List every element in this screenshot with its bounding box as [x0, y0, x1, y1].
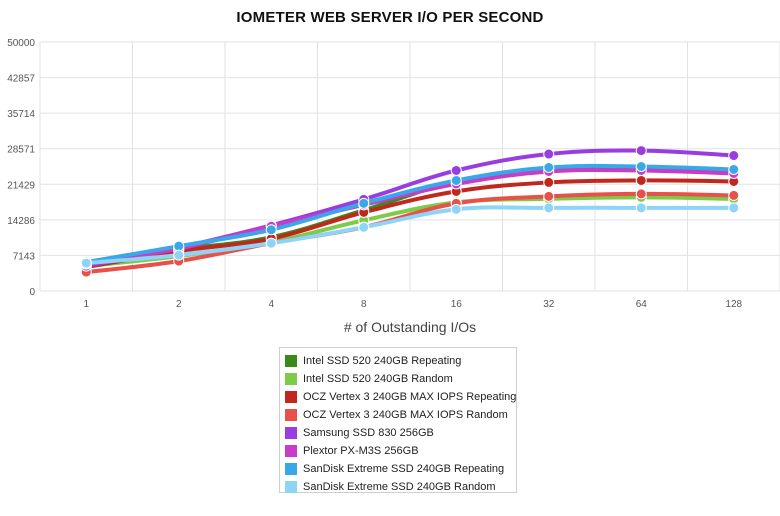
series-4-line	[84, 191, 736, 275]
series-8-point	[635, 202, 647, 214]
series-8-point	[173, 249, 185, 261]
legend-swatch	[285, 355, 297, 367]
series-8-point	[450, 203, 462, 215]
series-7-point	[543, 161, 555, 173]
y-tick-label: 21429	[7, 180, 35, 191]
chart-legend: Intel SSD 520 240GB Repeating Intel SSD 5…	[279, 347, 517, 493]
series-7-point	[450, 174, 462, 186]
legend-label: SanDisk Extreme SSD 240GB Repeating	[303, 463, 505, 475]
legend-label: Intel SSD 520 240GB Random	[303, 373, 453, 385]
series-6-line	[84, 167, 736, 267]
series-8-line	[84, 205, 736, 266]
legend-item: SanDisk Extreme SSD 240GB Repeating	[285, 460, 516, 478]
series-lines	[84, 148, 736, 275]
y-tick-label: 14286	[7, 216, 35, 227]
series-points	[80, 145, 740, 278]
x-tick-label: 128	[725, 299, 742, 310]
legend-label: Intel SSD 520 240GB Repeating	[303, 355, 462, 367]
series-8-point	[265, 237, 277, 249]
series-8-point	[358, 221, 370, 233]
legend-label: OCZ Vertex 3 240GB MAX IOPS Repeating	[303, 391, 517, 403]
legend-item: Plextor PX-M3S 256GB	[285, 442, 516, 460]
series-8-point	[728, 202, 740, 214]
series-7-point	[265, 224, 277, 236]
legend-swatch	[285, 409, 297, 421]
series-7-point	[358, 197, 370, 209]
series-4-point	[635, 188, 647, 200]
legend-swatch	[285, 481, 297, 493]
legend-swatch	[285, 463, 297, 475]
series-8-point	[543, 202, 555, 214]
x-tick-label: 8	[361, 299, 367, 310]
legend-label: SanDisk Extreme SSD 240GB Random	[303, 481, 496, 493]
x-tick-label: 16	[451, 299, 463, 310]
legend-item: Intel SSD 520 240GB Repeating	[285, 352, 516, 370]
series-7-point	[635, 161, 647, 172]
legend-item: Intel SSD 520 240GB Random	[285, 370, 516, 388]
series-3-point	[635, 174, 647, 186]
x-tick-label: 1	[83, 299, 89, 310]
y-tick-label: 28571	[7, 145, 35, 156]
y-tick-label: 7143	[13, 251, 36, 262]
y-tick-label: 42857	[7, 74, 35, 85]
x-tick-label: 32	[543, 299, 555, 310]
legend-label: OCZ Vertex 3 240GB MAX IOPS Random	[303, 409, 508, 421]
legend-item: OCZ Vertex 3 240GB MAX IOPS Repeating	[285, 388, 516, 406]
series-5-point	[450, 164, 462, 176]
series-5-point	[728, 150, 740, 162]
legend-swatch	[285, 427, 297, 439]
series-7-line	[84, 163, 736, 265]
x-axis-ticks: 1 2 4 8 16 32 64 128	[83, 299, 742, 310]
legend-item: OCZ Vertex 3 240GB MAX IOPS Random	[285, 406, 516, 424]
legend-item: SanDisk Extreme SSD 240GB Random	[285, 478, 516, 496]
legend-label: Samsung SSD 830 256GB	[303, 427, 434, 439]
x-tick-label: 64	[636, 299, 648, 310]
legend-label: Plextor PX-M3S 256GB	[303, 445, 419, 457]
y-tick-label: 50000	[7, 38, 35, 49]
x-axis-label: # of Outstanding I/Os	[343, 319, 477, 335]
series-4-point	[728, 189, 740, 201]
legend-swatch	[285, 391, 297, 403]
y-tick-label: 0	[29, 287, 35, 298]
series-3-point	[543, 176, 555, 188]
series-8-point	[80, 257, 92, 269]
series-3-line	[84, 178, 736, 270]
legend-item: Samsung SSD 830 256GB	[285, 424, 516, 442]
series-4-point	[543, 190, 555, 202]
legend-swatch	[285, 445, 297, 457]
chart-title: IOMETER WEB SERVER I/O PER SECOND	[236, 9, 544, 26]
series-7-point	[728, 163, 740, 175]
legend-swatch	[285, 373, 297, 385]
series-5-point	[543, 148, 555, 160]
y-axis-ticks: 0 7143 14286 21429 28571 35714 42857 50000	[7, 38, 35, 298]
series-5-point	[635, 145, 647, 157]
x-tick-label: 4	[268, 299, 274, 310]
x-tick-label: 2	[176, 299, 182, 310]
y-tick-label: 35714	[7, 109, 35, 120]
